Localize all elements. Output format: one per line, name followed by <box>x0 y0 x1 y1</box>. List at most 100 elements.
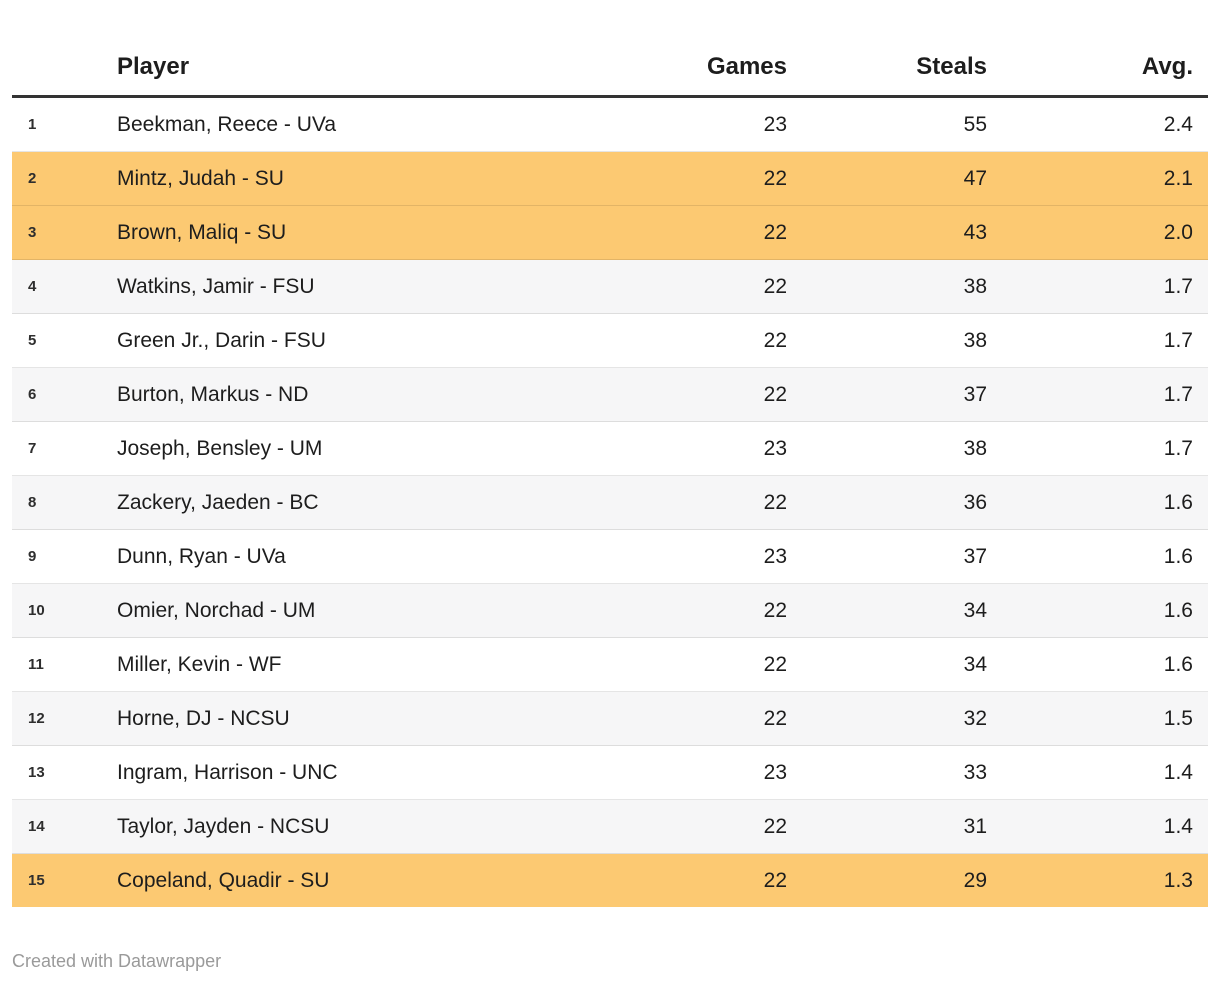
cell-steals: 31 <box>787 799 987 854</box>
cell-player: Burton, Markus - ND <box>102 367 587 422</box>
cell-steals: 34 <box>787 583 987 638</box>
header-steals[interactable]: Steals <box>787 38 987 98</box>
cell-player: Watkins, Jamir - FSU <box>102 259 587 314</box>
table-row: 5 Green Jr., Darin - FSU 22 38 1.7 <box>12 313 1208 368</box>
cell-avg: 1.4 <box>987 745 1208 800</box>
cell-rank: 15 <box>12 853 102 907</box>
cell-steals: 32 <box>787 691 987 746</box>
cell-rank: 4 <box>12 259 102 314</box>
stats-table: Player Games Steals Avg. 1 Beekman, Reece… <box>12 38 1208 907</box>
cell-avg: 1.6 <box>987 637 1208 692</box>
cell-rank: 5 <box>12 313 102 368</box>
header-row: Player Games Steals Avg. <box>12 38 1208 98</box>
table-row: 11 Miller, Kevin - WF 22 34 1.6 <box>12 637 1208 692</box>
cell-player: Mintz, Judah - SU <box>102 151 587 206</box>
header-player[interactable]: Player <box>102 38 587 98</box>
cell-rank: 11 <box>12 637 102 692</box>
cell-player: Ingram, Harrison - UNC <box>102 745 587 800</box>
cell-games: 22 <box>587 853 787 907</box>
cell-player: Beekman, Reece - UVa <box>117 112 337 136</box>
table-body: 1 Beekman, Reece - UVa 23 55 2.4 2 Mintz, Juda… <box>12 97 1208 907</box>
cell-player: Miller, Kevin - WF <box>102 637 587 692</box>
cell-player: Joseph, Bensley - UM <box>102 421 587 476</box>
cell-rank: 8 <box>12 475 102 530</box>
table-row: 12 Horne, DJ - NCSU 22 32 1.5 <box>12 691 1208 746</box>
cell-games: 23 <box>587 421 787 476</box>
cell-rank: 7 <box>12 421 102 476</box>
cell-games: 22 <box>587 637 787 692</box>
cell-rank: 2 <box>12 151 102 206</box>
cell-player: Horne, DJ - NCSU <box>102 691 587 746</box>
cell-player: Taylor, Jayden - NCSU <box>102 799 587 854</box>
cell-avg: 2.1 <box>987 151 1208 206</box>
cell-rank: 12 <box>12 691 102 746</box>
cell-avg: 1.6 <box>987 529 1208 584</box>
cell-player: Omier, Norchad - UM <box>102 583 587 638</box>
cell-avg: 1.4 <box>987 799 1208 854</box>
cell-rank: 3 <box>12 205 102 260</box>
cell-games: 22 <box>587 151 787 206</box>
header-games[interactable]: Games <box>587 38 787 98</box>
cell-player: Zackery, Jaeden - BC <box>102 475 587 530</box>
table-row: 4 Watkins, Jamir - FSU 22 38 1.7 <box>12 259 1208 314</box>
cell-games: 22 <box>587 205 787 260</box>
cell-rank: 1 <box>28 116 37 133</box>
cell-steals: 38 <box>787 313 987 368</box>
cell-avg: 2.0 <box>987 205 1208 260</box>
cell-rank: 9 <box>12 529 102 584</box>
cell-avg: 1.7 <box>987 313 1208 368</box>
cell-avg: 1.6 <box>987 583 1208 638</box>
cell-games: 22 <box>587 799 787 854</box>
footer: Created with Datawrapper <box>12 951 1208 972</box>
table-row-highlighted: 15 Copeland, Quadir - SU 22 29 1.3 <box>12 853 1208 907</box>
cell-avg: 1.3 <box>987 853 1208 907</box>
cell-avg: 1.7 <box>987 367 1208 422</box>
table-row: 1 Beekman, Reece - UVa 23 55 2.4 <box>12 97 1208 152</box>
cell-rank: 13 <box>12 745 102 800</box>
cell-player: Brown, Maliq - SU <box>102 205 587 260</box>
cell-games: 22 <box>587 475 787 530</box>
table-row: 8 Zackery, Jaeden - BC 22 36 1.6 <box>12 475 1208 530</box>
cell-player: Copeland, Quadir - SU <box>102 853 587 907</box>
table-row: 6 Burton, Markus - ND 22 37 1.7 <box>12 367 1208 422</box>
cell-avg: 1.5 <box>987 691 1208 746</box>
cell-games: 23 <box>763 112 787 136</box>
cell-steals: 43 <box>787 205 987 260</box>
cell-steals: 36 <box>787 475 987 530</box>
cell-games: 22 <box>587 583 787 638</box>
cell-steals: 29 <box>787 853 987 907</box>
header-rank <box>12 38 102 98</box>
table-header: Player Games Steals Avg. <box>12 38 1208 98</box>
cell-avg: 1.7 <box>987 259 1208 314</box>
cell-games: 23 <box>587 745 787 800</box>
table-row-highlighted: 2 Mintz, Judah - SU 22 47 2.1 <box>12 151 1208 206</box>
cell-avg: 2.4 <box>1163 112 1193 136</box>
cell-player: Dunn, Ryan - UVa <box>102 529 587 584</box>
table-row: 10 Omier, Norchad - UM 22 34 1.6 <box>12 583 1208 638</box>
table-row: 7 Joseph, Bensley - UM 23 38 1.7 <box>12 421 1208 476</box>
table-row: 9 Dunn, Ryan - UVa 23 37 1.6 <box>12 529 1208 584</box>
table-row-highlighted: 3 Brown, Maliq - SU 22 43 2.0 <box>12 205 1208 260</box>
cell-player: Green Jr., Darin - FSU <box>102 313 587 368</box>
cell-games: 23 <box>587 529 787 584</box>
table-row: 13 Ingram, Harrison - UNC 23 33 1.4 <box>12 745 1208 800</box>
cell-steals: 33 <box>787 745 987 800</box>
cell-steals: 55 <box>963 112 987 136</box>
cell-rank: 6 <box>12 367 102 422</box>
cell-steals: 38 <box>787 259 987 314</box>
header-avg[interactable]: Avg. <box>987 38 1208 98</box>
cell-games: 22 <box>587 367 787 422</box>
cell-games: 22 <box>587 259 787 314</box>
cell-steals: 34 <box>787 637 987 692</box>
datawrapper-credit-link[interactable]: Created with Datawrapper <box>12 951 222 971</box>
cell-rank: 14 <box>12 799 102 854</box>
cell-steals: 38 <box>787 421 987 476</box>
cell-steals: 37 <box>787 529 987 584</box>
cell-avg: 1.7 <box>987 421 1208 476</box>
cell-steals: 47 <box>787 151 987 206</box>
cell-avg: 1.6 <box>987 475 1208 530</box>
cell-steals: 37 <box>787 367 987 422</box>
cell-rank: 10 <box>12 583 102 638</box>
cell-games: 22 <box>587 691 787 746</box>
